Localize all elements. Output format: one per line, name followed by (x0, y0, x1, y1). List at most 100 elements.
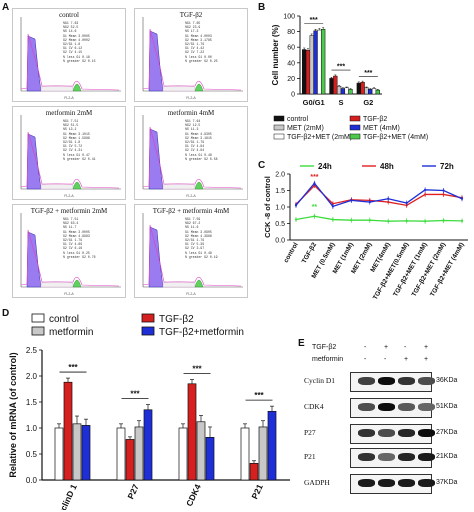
flow-fit-curve (142, 28, 242, 91)
flow-s-phase (40, 85, 74, 92)
flow-histogram-panel: metformin 2mM %G1 7.51 %G2 51.5 %S 13.2 G1 M… (12, 106, 126, 200)
flow-histogram-plot (20, 213, 121, 288)
data-point (294, 204, 298, 207)
flow-histogram-title: TGF-β2 + metformin 2mM (30, 207, 108, 215)
flow-stat-row: %S 17.3 (185, 29, 199, 34)
significance-label: *** (364, 70, 372, 77)
bar (321, 29, 326, 95)
bar (313, 30, 318, 95)
flow-fit-curve (20, 229, 120, 287)
flow-stats-list: %G1 7.64 %G2 12.5 %S 11.3 G1 Mean 4.9305 G2 … (185, 119, 245, 161)
flow-stat-row: %S 14.6 (63, 29, 77, 34)
flow-stat-row: %G1 7.64 (185, 119, 201, 123)
legend-label: 72h (440, 162, 454, 171)
flow-g1-peak (26, 231, 42, 288)
flow-fit-curve (20, 131, 120, 189)
flow-stat-row: % less G1 0.18 (63, 54, 90, 59)
legend-swatch (273, 124, 285, 131)
blot-band (358, 429, 375, 437)
flow-stat-row: G1 CV 4.84 (185, 144, 205, 149)
bar (196, 421, 206, 481)
data-point (350, 199, 353, 202)
panel-letter-c: C (258, 160, 266, 171)
legend-swatch (31, 313, 45, 323)
bar (116, 427, 126, 481)
legend-swatch (349, 115, 361, 122)
data-point (424, 193, 427, 196)
x-tick-label: CyclinD 1 (53, 482, 79, 510)
condition-sign: + (424, 356, 429, 363)
data-point (331, 205, 334, 208)
flow-stat-row: G2 Mean 4.0002 (63, 37, 90, 42)
flow-s-phase (162, 85, 196, 92)
bar (329, 78, 334, 95)
flow-histogram-plot (142, 213, 243, 288)
bar (258, 426, 268, 481)
blot-protein-label: GADPH (304, 478, 330, 487)
legend-swatch (31, 326, 45, 336)
flow-stat-row: %G1 7.59 (185, 217, 201, 221)
flow-stat-row: %G2 67.2 (185, 221, 201, 226)
data-point (442, 193, 445, 196)
significance-label: ** (312, 204, 318, 211)
blot-band (378, 453, 395, 461)
flow-stat-row: G1 CV 5.72 (63, 144, 83, 149)
flow-stat-row: G1 Mean 4.0003 (185, 33, 212, 38)
blot-band (378, 377, 395, 385)
x-tick-label: control (283, 241, 300, 264)
data-point (442, 189, 445, 192)
flow-stat-row: G2 Mean 4.3986 (185, 233, 212, 238)
flow-histogram-panel: TGF-β2 + metformin 2mM %G1 7.51 %G2 63.4 %S… (12, 204, 126, 298)
legend-swatch (141, 313, 155, 323)
flow-g1-peak (148, 30, 164, 92)
flow-stat-row: %G2 52.5 (63, 25, 79, 30)
y-axis-label: Relative of mRNA (of control) (8, 352, 18, 477)
flow-g1-peak (26, 35, 42, 92)
bar (360, 82, 365, 95)
bar (72, 423, 82, 481)
flow-stat-row: % greater G2 0.25 (185, 58, 218, 63)
flow-stats-list: %G1 7.51 %G2 63.4 %S 11.7 G1 Mean 3.0005 G2 … (63, 217, 123, 259)
flow-histogram-title: control (59, 11, 79, 19)
data-point (313, 182, 316, 185)
legend-label: MET (2mM) (287, 125, 324, 132)
blot-protein-label: P21 (304, 452, 316, 461)
flow-fit-curve (142, 126, 242, 189)
blot-band (418, 429, 435, 437)
flow-histogram-title: metformin 2mM (45, 109, 93, 117)
significance-label: *** (68, 363, 78, 372)
x-tick-label: G2 (363, 98, 373, 107)
bar (309, 35, 314, 95)
flow-stats-list: %G1 7.65 %G2 23.9 %S 17.3 G1 Mean 4.0003 G2 … (185, 21, 245, 63)
flow-stat-row: G2/G1 1.8 (63, 42, 81, 47)
flow-x-label: FL2-A (64, 194, 74, 198)
flow-stat-row: G1 CV 4.89 (63, 242, 83, 247)
significance-label: *** (310, 174, 318, 181)
significance-label: *** (130, 390, 140, 399)
bar (249, 463, 259, 481)
flow-stat-row: %S 13.2 (63, 127, 77, 132)
x-tick-label: P21 (249, 482, 265, 500)
flow-histogram-panel: metformin 4mM %G1 7.64 %G2 12.5 %S 11.3 G1 M… (134, 106, 248, 200)
series-line (295, 184, 463, 207)
legend-swatch (273, 115, 285, 122)
bar (364, 87, 369, 95)
bar (63, 381, 73, 481)
bar (356, 82, 361, 95)
y-tick-label: 2.0 (26, 372, 38, 381)
flow-s-phase (40, 281, 74, 288)
bar (333, 75, 338, 95)
flow-stat-row: %S 11.3 (185, 127, 199, 132)
flow-stat-row: %G2 23.9 (185, 25, 201, 30)
blot-band (418, 479, 435, 487)
legend-swatch (349, 124, 361, 131)
y-tick-label: 60 (287, 45, 295, 52)
blot-band (418, 377, 435, 385)
flow-stats-list: %G1 7.51 %G2 51.5 %S 13.2 G1 Mean 3.1015 G2 … (63, 119, 123, 161)
flow-fit-curve (142, 224, 242, 287)
flow-stat-row: G2/G1 1.79 (185, 140, 205, 145)
flow-stat-row: %G1 7.63 (63, 21, 79, 25)
data-point (331, 202, 334, 205)
x-tick-label: P27 (125, 482, 141, 500)
